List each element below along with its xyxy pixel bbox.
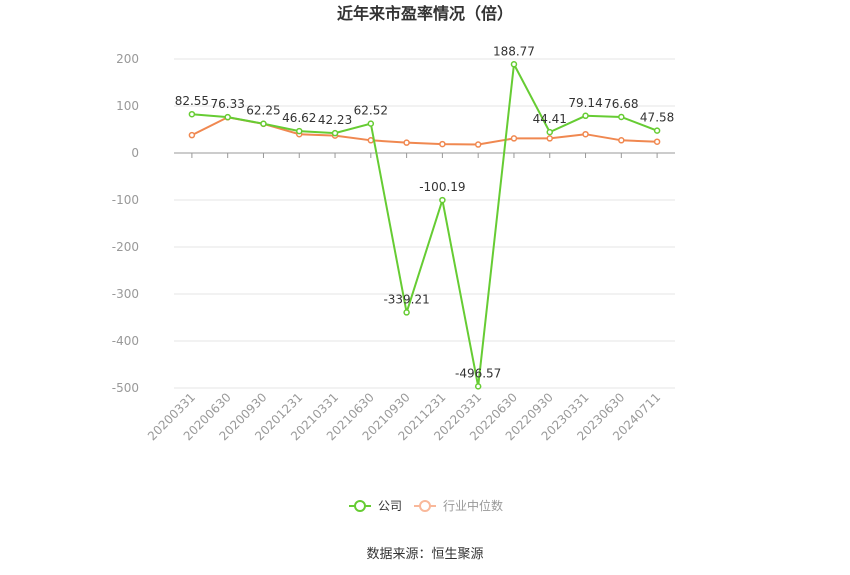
data-label: -339.21 [383,292,429,306]
industry-median-point [188,131,196,139]
industry-median-point [546,135,553,142]
legend-company-marker [354,500,366,512]
y-tick-label: 200 [116,52,139,66]
y-tick-label: 100 [116,99,139,113]
legend-item-company[interactable]: 公司 [349,499,402,513]
y-axis: 200 100 0 -100 -200 -300 -400 -500 [112,52,139,395]
data-label: 46.62 [282,111,316,125]
data-label: 188.77 [493,44,535,58]
data-label: 79.14 [568,96,602,110]
company-point [188,110,196,118]
company-point [296,127,303,135]
company-line [191,60,658,387]
data-label: 62.25 [246,104,280,118]
data-label: 44.41 [533,112,567,126]
y-tick-label: 0 [131,146,139,160]
industry-median-point [403,139,410,146]
data-label: 42.23 [318,113,352,127]
legend-industry-marker [419,500,431,512]
data-label: 76.33 [210,97,244,111]
data-label: -496.57 [455,366,501,380]
data-source: 数据来源：恒生聚源 [366,547,483,562]
data-label: 82.55 [175,94,209,108]
industry-median-point [582,130,589,138]
data-label: 76.68 [604,97,638,111]
company-point [510,61,518,68]
industry-median-point [653,138,661,145]
legend[interactable]: 公司 行业中位数 [349,498,503,513]
company-point [618,113,625,121]
industry-median-point [618,137,625,144]
legend-item-industry[interactable]: 行业中位数 [414,498,503,513]
series-group [188,60,661,390]
company-point [439,196,446,204]
y-tick-label: -300 [112,287,139,301]
y-tick-label: -100 [112,193,139,207]
company-point [260,120,267,127]
chart-title: 近年来市盈率情况（倍） [337,4,513,23]
company-point [474,383,482,390]
legend-company-label: 公司 [378,499,402,513]
company-point [331,129,339,137]
company-point [224,113,231,121]
y-tick-label: -400 [112,334,139,348]
company-point [403,309,410,316]
industry-median-point [510,135,518,142]
company-point [653,127,661,134]
company-point [582,112,589,120]
y-tick-label: -500 [112,381,139,395]
legend-industry-label: 行业中位数 [443,498,503,513]
data-label: 62.52 [354,104,388,118]
company-point [546,128,553,136]
data-label: 47.58 [640,111,674,125]
y-tick-label: -200 [112,240,139,254]
data-label: -100.19 [419,180,465,194]
company-point [367,120,375,127]
industry-median-point [367,137,375,144]
industry-median-point [474,141,482,148]
industry-median-point [439,140,446,148]
